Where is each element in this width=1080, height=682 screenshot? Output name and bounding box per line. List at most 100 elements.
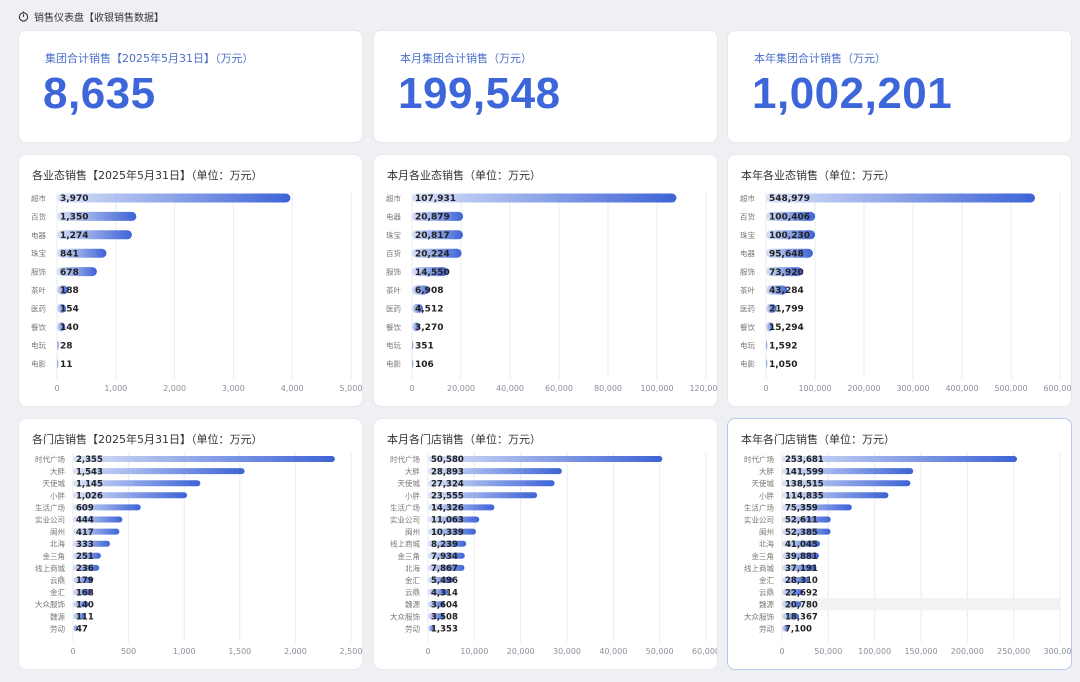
bar xyxy=(766,248,813,258)
data-label: 1,145 xyxy=(76,479,103,489)
data-label: 8,239 xyxy=(431,540,458,550)
data-label: 188 xyxy=(60,286,79,296)
bar xyxy=(73,504,141,511)
data-label: 18,367 xyxy=(785,613,818,623)
category-label: 云鼎 xyxy=(50,576,65,585)
data-label: 678 xyxy=(60,268,79,278)
category-label: 小胖 xyxy=(405,490,420,500)
bar xyxy=(782,589,804,596)
data-label: 3,508 xyxy=(431,613,458,623)
chart-card-format-year[interactable]: 本年各业态销售（单位：万元） 0 100,000 200,000 300,000 400… xyxy=(727,154,1072,407)
dashboard-title: 销售仪表盘【收银销售数据】 xyxy=(34,12,164,24)
data-label: 41,045 xyxy=(785,540,818,550)
bar xyxy=(73,468,245,475)
data-label: 107,931 xyxy=(415,194,456,204)
category-label: 珠宝 xyxy=(740,230,755,240)
category-label: 医药 xyxy=(386,303,401,313)
category-label: 闽州 xyxy=(50,528,65,537)
data-label: 21,799 xyxy=(769,305,804,315)
x-tick-label: 60,000 xyxy=(545,384,573,393)
data-label: 37,191 xyxy=(785,564,818,574)
category-label: 天使城 xyxy=(398,478,421,488)
x-tick-label: 100,000 xyxy=(640,384,673,393)
x-tick-label: 20,000 xyxy=(447,384,475,393)
data-label: 15,294 xyxy=(769,323,804,333)
category-label: 时代广场 xyxy=(390,454,420,464)
data-label: 14,326 xyxy=(431,504,464,514)
x-tick-label: 0 xyxy=(54,384,59,393)
data-label: 609 xyxy=(76,504,94,514)
kpi-value: 1,002,201 xyxy=(752,69,953,118)
category-label: 服饰 xyxy=(740,267,755,277)
category-label: 大众服饰 xyxy=(744,611,774,621)
category-label: 魏源 xyxy=(50,611,65,621)
category-label: 天使城 xyxy=(752,478,775,488)
category-label: 百货 xyxy=(740,211,755,221)
bar xyxy=(766,193,1035,203)
bar xyxy=(766,285,788,295)
data-label: 50,580 xyxy=(431,455,464,465)
bar xyxy=(782,564,817,571)
data-label: 52,611 xyxy=(785,516,818,526)
data-label: 7,100 xyxy=(785,625,812,635)
kpi-card-year[interactable]: 本年集团合计销售（万元） 1,002,201 xyxy=(727,30,1072,143)
x-tick-label: 500,000 xyxy=(994,384,1027,393)
category-label: 电器 xyxy=(386,211,401,221)
bar xyxy=(428,613,445,620)
x-tick-label: 50,000 xyxy=(814,647,842,656)
category-label: 金汇 xyxy=(759,575,774,585)
data-label: 20,879 xyxy=(415,213,450,223)
category-label: 劳动 xyxy=(759,623,774,633)
x-tick-label: 2,000 xyxy=(284,647,307,656)
category-label: 餐饮 xyxy=(386,322,401,332)
bar xyxy=(782,613,800,620)
category-label: 生活广场 xyxy=(390,502,420,512)
chart-card-store-year[interactable]: 本年各门店销售（单位：万元） 0 50,000 100,000 150,000 200,… xyxy=(727,418,1072,670)
category-label: 茶叶 xyxy=(31,285,46,295)
data-label: 11,063 xyxy=(431,516,464,526)
bar xyxy=(57,230,132,240)
bar xyxy=(428,589,448,596)
bar xyxy=(782,456,1018,462)
data-label: 333 xyxy=(76,540,94,550)
data-label: 95,648 xyxy=(769,249,804,259)
x-tick-label: 10,000 xyxy=(460,647,488,656)
data-label: 1,050 xyxy=(769,360,797,370)
data-label: 28 xyxy=(60,341,73,351)
category-label: 时代广场 xyxy=(744,454,774,464)
data-label: 2,355 xyxy=(76,455,103,465)
kpi-value: 199,548 xyxy=(398,69,561,118)
kpi-label: 集团合计销售【2025年5月31日】（万元） xyxy=(45,52,254,65)
x-tick-label: 60,000 xyxy=(692,647,718,656)
data-label: 10,339 xyxy=(431,528,464,538)
bar xyxy=(782,516,831,523)
chart-card-format-today[interactable]: 各业态销售【2025年5月31日】（单位：万元） 0 1,000 2,000 3,00… xyxy=(18,154,363,407)
kpi-card-month[interactable]: 本月集团合计销售（万元） 199,548 xyxy=(373,30,718,143)
category-label: 线上商城 xyxy=(35,563,65,573)
bar xyxy=(57,285,69,295)
bar xyxy=(73,492,188,499)
bar xyxy=(57,248,107,258)
bar xyxy=(782,625,789,632)
data-label: 20,224 xyxy=(415,249,450,259)
chart-card-store-month[interactable]: 本月各门店销售（单位：万元） 0 10,000 20,000 30,000 40,000… xyxy=(373,418,718,670)
category-label: 魏源 xyxy=(405,599,420,609)
data-label: 73,920 xyxy=(769,268,804,278)
category-label: 北海 xyxy=(50,539,65,549)
chart-card-store-today[interactable]: 各门店销售【2025年5月31日】（单位：万元） 0 500 1,000 1,500 2… xyxy=(18,418,363,670)
category-label: 医药 xyxy=(31,303,46,313)
bar xyxy=(73,589,92,596)
bar xyxy=(73,564,100,571)
chart-title: 本年各门店销售（单位：万元） xyxy=(741,433,895,446)
bar xyxy=(428,552,465,559)
category-label: 珠宝 xyxy=(31,248,46,258)
chart-card-format-month[interactable]: 本月各业态销售（单位：万元） 0 20,000 40,000 60,000 80,000… xyxy=(373,154,718,407)
bar xyxy=(782,577,809,583)
data-label: 28,310 xyxy=(785,576,818,586)
bar xyxy=(73,613,86,620)
category-label: 大胖 xyxy=(50,466,65,476)
data-label: 3,970 xyxy=(60,194,88,204)
kpi-card-today[interactable]: 集团合计销售【2025年5月31日】（万元） 8,635 xyxy=(18,30,363,143)
data-label: 75,359 xyxy=(785,504,818,514)
data-label: 548,979 xyxy=(769,194,810,204)
